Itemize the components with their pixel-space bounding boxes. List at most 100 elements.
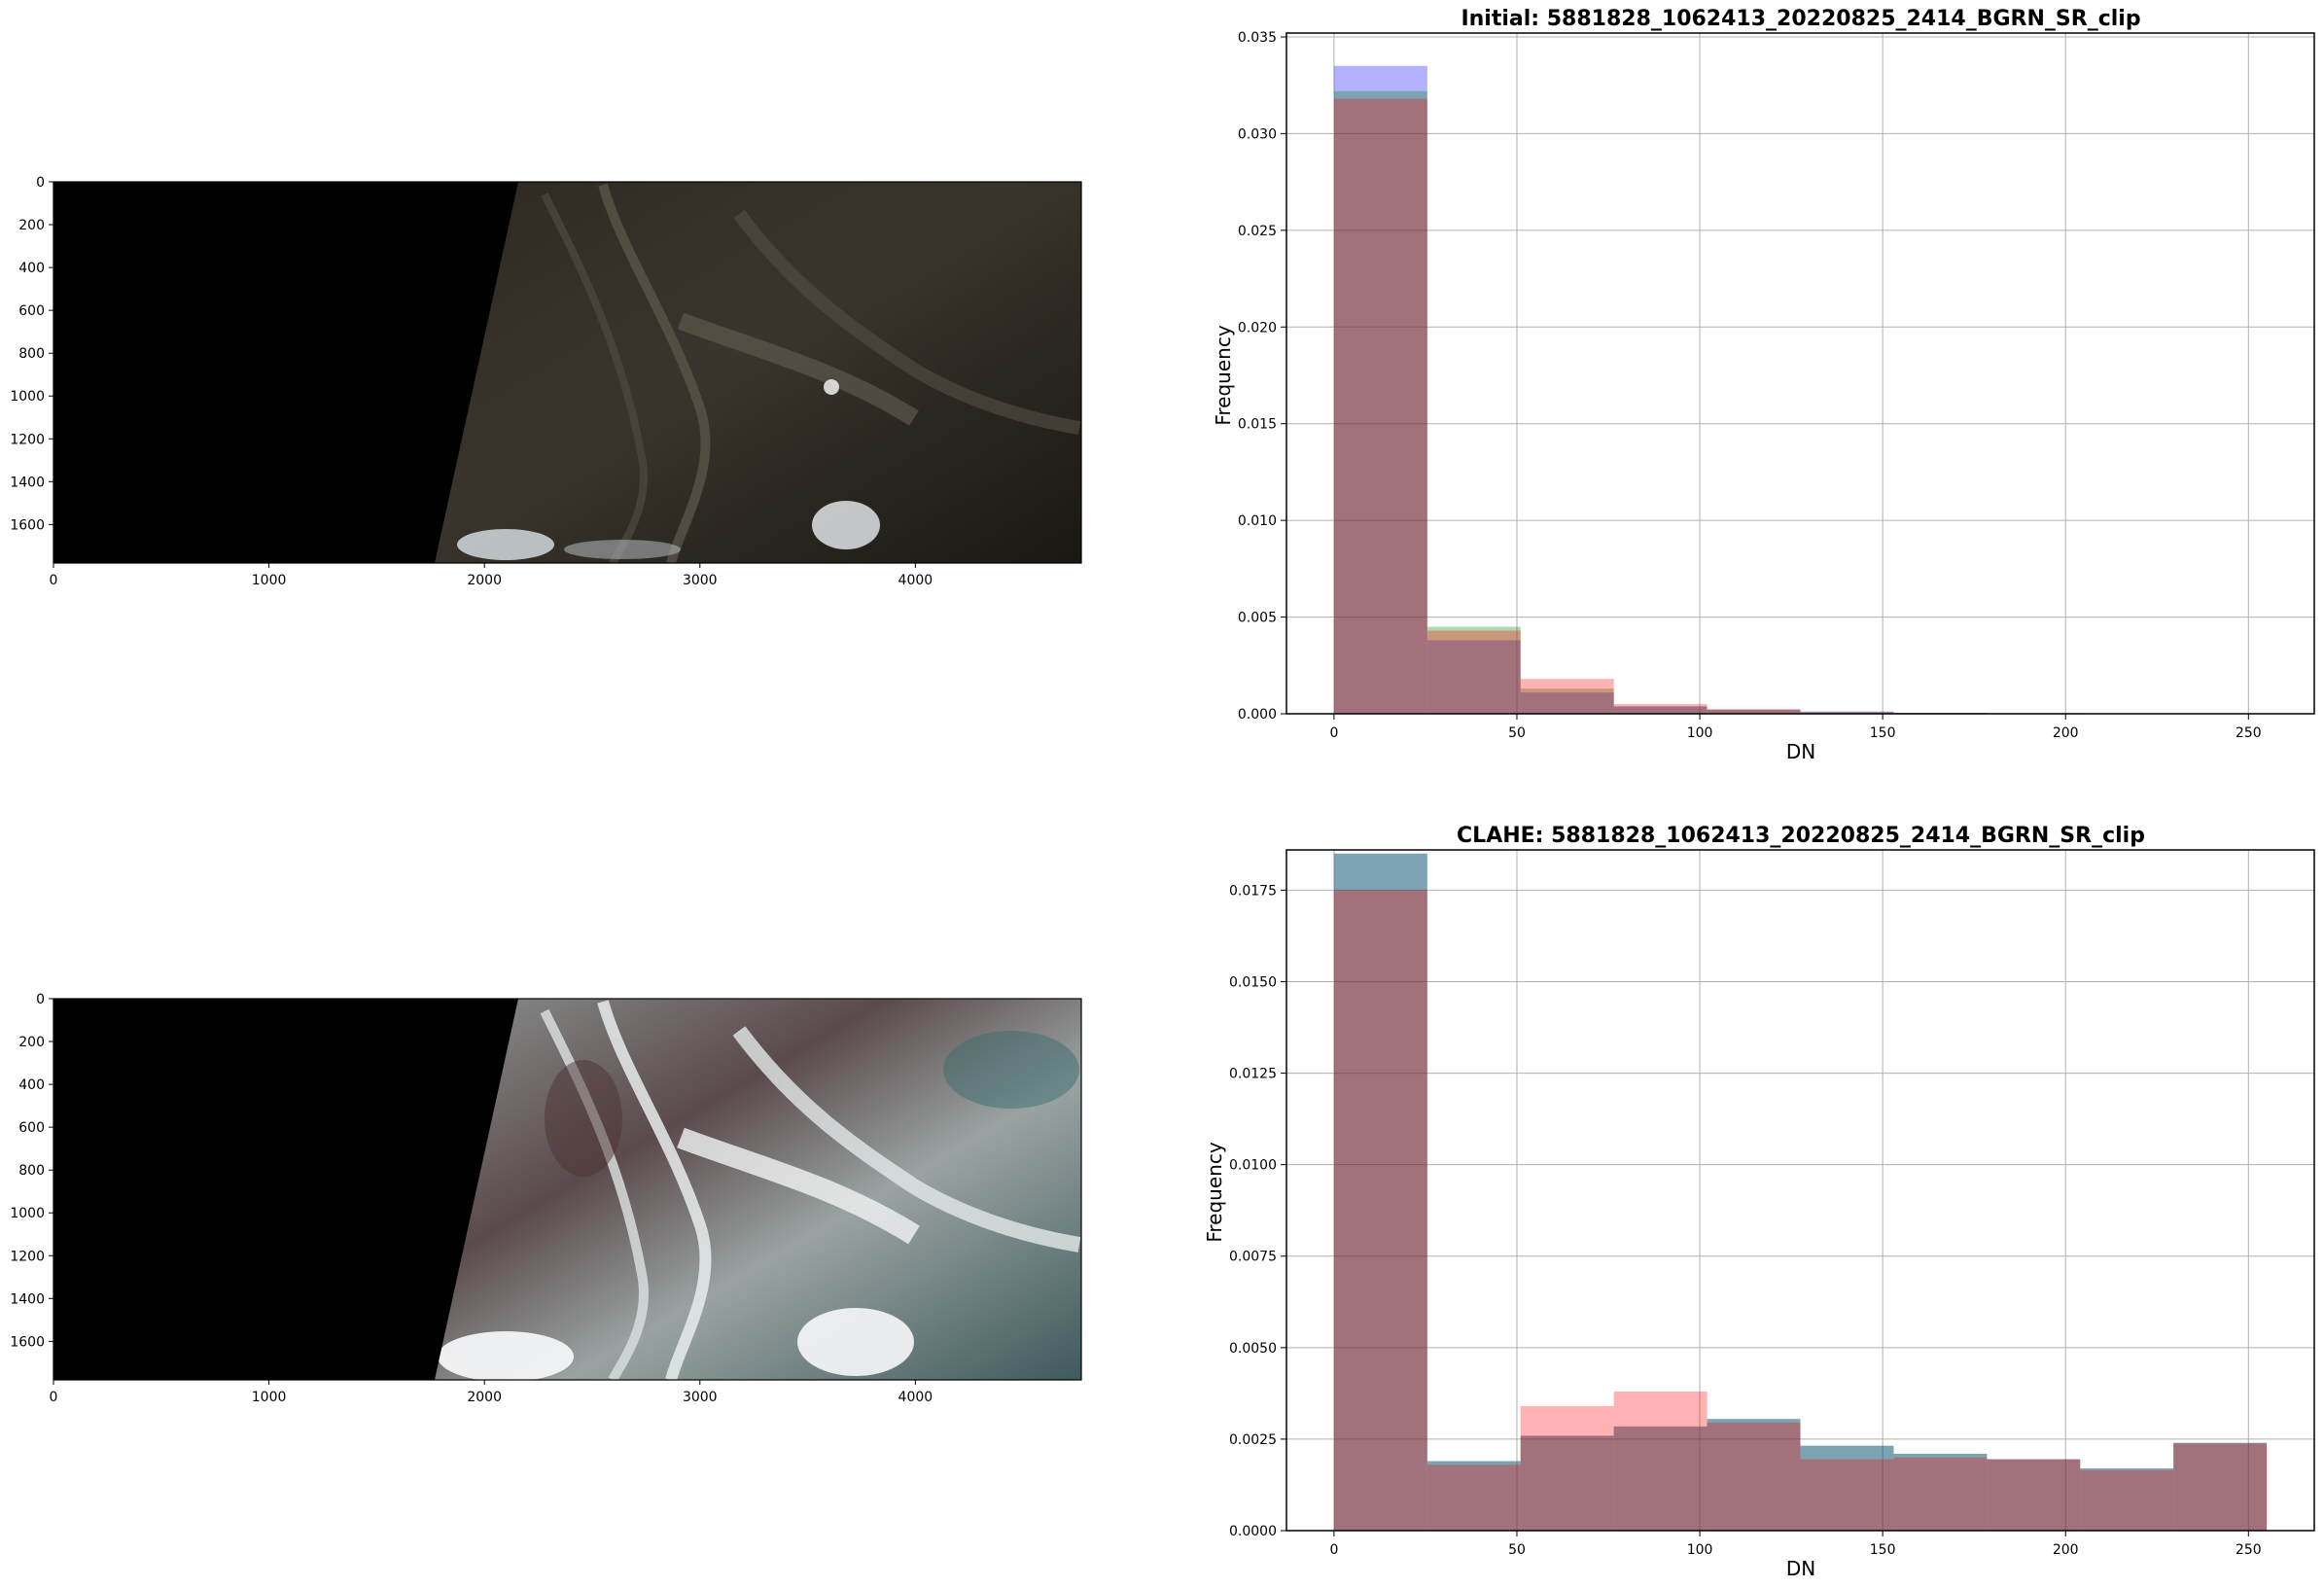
histogram-bar-blue — [1333, 853, 1427, 1531]
x-axis-label: DN — [1786, 740, 1815, 763]
histogram-bar-blue — [1613, 1426, 1708, 1531]
y-tick-label: 1600 — [10, 517, 45, 533]
histogram-bar-green — [1613, 707, 1708, 714]
terrain-image — [435, 182, 1081, 563]
terrain-features — [457, 183, 1081, 563]
histogram-bar-blue — [1613, 706, 1708, 714]
image-frame — [53, 998, 1082, 1381]
x-tick-label: 2000 — [467, 573, 502, 588]
x-tick-label: 0 — [1329, 1542, 1338, 1558]
x-tick-label: 100 — [1687, 725, 1713, 741]
y-tick-label: 800 — [18, 1163, 45, 1179]
plot-frame — [1285, 849, 2315, 1532]
histogram-bar-blue — [2173, 1442, 2268, 1531]
chart-title: CLAHE: 5881828_1062413_20220825_2414_BGR… — [1457, 824, 2145, 848]
histogram-bar-green — [1426, 626, 1521, 714]
y-tick-label: 1400 — [10, 1291, 45, 1307]
histogram-bar-red — [1520, 1406, 1614, 1531]
histogram-bar-green — [1613, 1427, 1708, 1531]
histogram-bar-red — [1520, 679, 1614, 714]
histogram-bar-blue — [1893, 1453, 1988, 1531]
histogram-bar-red — [1426, 630, 1521, 714]
histogram-bar-green — [1520, 1435, 1614, 1531]
y-tick-label: 0 — [36, 175, 45, 191]
histogram-bar-blue — [1707, 710, 1801, 714]
histogram-bar-blue — [1707, 1419, 1801, 1531]
y-tick-label: 1400 — [10, 475, 45, 490]
y-tick-label: 1200 — [10, 432, 45, 447]
histogram-bar-green — [1800, 712, 1894, 714]
x-tick-label: 200 — [2053, 1542, 2079, 1558]
y-tick-label: 800 — [18, 346, 45, 362]
histogram-bar-green — [1987, 1459, 2081, 1531]
histogram-bar-red — [1893, 1457, 1988, 1531]
x-tick-label: 1000 — [252, 573, 287, 588]
histogram-bar-green — [1707, 710, 1801, 714]
histogram-bar-green — [1333, 853, 1427, 1531]
chart-title: Initial: 5881828_1062413_20220825_2414_B… — [1461, 7, 2140, 31]
x-tick-label: 3000 — [683, 573, 718, 588]
y-tick-label: 400 — [18, 261, 45, 276]
histogram-bar-green — [1800, 1445, 1894, 1531]
x-tick-label: 150 — [1870, 725, 1896, 741]
y-tick-label: 1000 — [10, 389, 45, 405]
y-tick-label: 0.0150 — [1229, 974, 1277, 990]
histogram-bar-blue — [1800, 711, 1894, 714]
y-tick-label: 0.030 — [1238, 126, 1277, 142]
y-tick-label: 0.010 — [1238, 513, 1277, 529]
y-tick-label: 0.035 — [1238, 30, 1277, 46]
histogram-bar-green — [1520, 688, 1614, 714]
x-axis-label: DN — [1786, 1557, 1815, 1580]
histogram-bar-green — [1707, 1419, 1801, 1531]
histogram-bar-red — [1800, 712, 1894, 714]
image-axes: 0 1000 2000 3000 4000 0 200 400 600 800 1000 1200 14… — [10, 175, 1082, 588]
histogram-bar-green — [2080, 1468, 2174, 1531]
plot-frame — [1285, 32, 2315, 715]
y-tick-label: 200 — [18, 1035, 45, 1050]
x-tick-label: 1000 — [252, 1390, 287, 1405]
histogram-bar-blue — [1333, 65, 1427, 714]
y-axis-label: Frequency — [1203, 1142, 1226, 1242]
histogram-bar-blue — [1520, 692, 1614, 714]
histogram-bar-blue — [1520, 1435, 1614, 1531]
histogram-bar-blue — [2080, 1468, 2174, 1531]
x-tick-label: 2000 — [467, 1390, 502, 1405]
x-tick-label: 0 — [50, 573, 58, 588]
x-tick-label: 100 — [1687, 1542, 1713, 1558]
histogram-bar-green — [1426, 1461, 1521, 1531]
histogram-clahe: CLAHE: 5881828_1062413_20220825_2414_BGR… — [1203, 824, 2315, 1580]
image-panel-clahe: 0 1000 2000 3000 4000 0 200 400 600 800 1000 1200 14… — [10, 992, 1082, 1405]
y-tick-label: 0.000 — [1238, 707, 1277, 723]
x-tick-label: 50 — [1508, 725, 1526, 741]
histogram-bar-red — [1333, 98, 1427, 714]
y-axis-label: Frequency — [1212, 325, 1235, 425]
y-tick-label: 0.020 — [1238, 320, 1277, 335]
histogram-bar-red — [1613, 704, 1708, 714]
histogram-bar-red — [1707, 1422, 1801, 1531]
histogram-bar-red — [1800, 1459, 1894, 1531]
x-tick-label: 0 — [50, 1390, 58, 1405]
x-tick-label: 150 — [1870, 1542, 1896, 1558]
histogram-initial: Initial: 5881828_1062413_20220825_2414_B… — [1212, 7, 2315, 763]
image-axes: 0 1000 2000 3000 4000 0 200 400 600 800 1000 1200 14… — [10, 992, 1082, 1405]
y-tick-label: 0 — [36, 992, 45, 1007]
y-tick-label: 600 — [18, 303, 45, 319]
x-tick-label: 0 — [1329, 725, 1338, 741]
y-tick-label: 1600 — [10, 1334, 45, 1350]
y-tick-label: 400 — [18, 1077, 45, 1093]
histogram-bar-red — [1987, 1459, 2081, 1531]
y-tick-label: 0.0000 — [1229, 1524, 1277, 1539]
y-tick-label: 600 — [18, 1120, 45, 1136]
y-tick-label: 0.0025 — [1229, 1432, 1277, 1448]
y-tick-label: 0.0100 — [1229, 1158, 1277, 1174]
histogram-bar-red — [1613, 1391, 1708, 1531]
histogram-bar-red — [2080, 1469, 2174, 1531]
y-tick-label: 1200 — [10, 1249, 45, 1264]
terrain-features — [438, 1000, 1081, 1380]
y-tick-label: 0.0175 — [1229, 883, 1277, 899]
histogram-bar-blue — [1987, 1459, 2081, 1531]
x-tick-label: 3000 — [683, 1390, 718, 1405]
histogram-bar-green — [1893, 1453, 1988, 1531]
x-tick-label: 200 — [2053, 725, 2079, 741]
